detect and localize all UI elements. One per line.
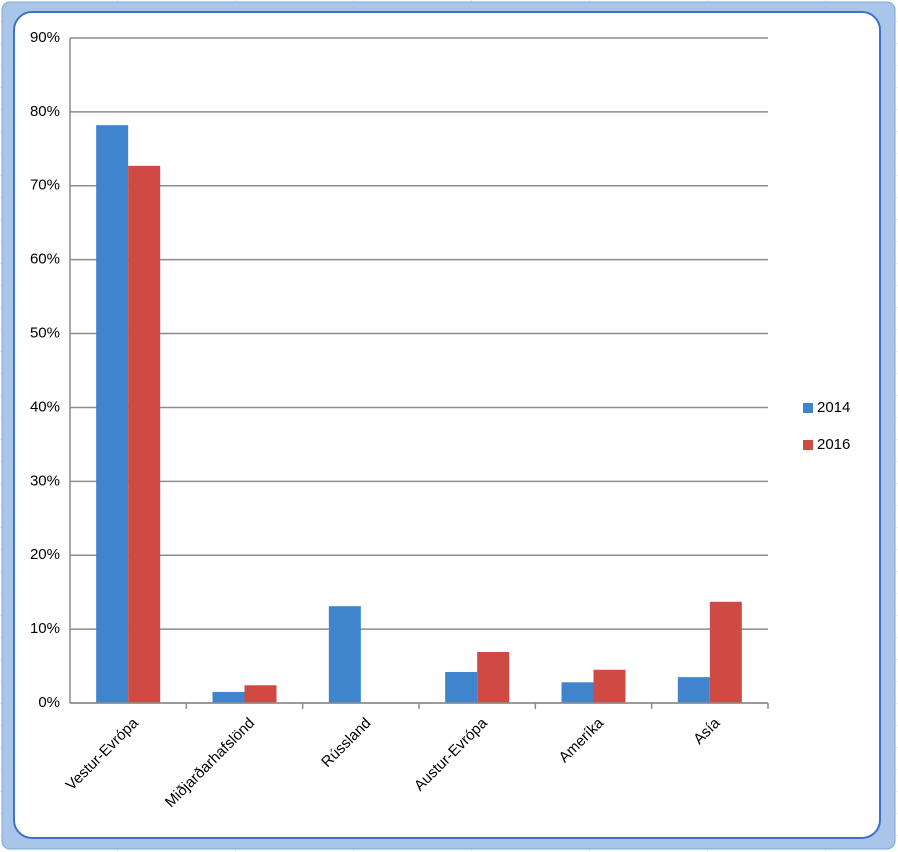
y-tick-label: 70%	[30, 177, 60, 194]
chart-area	[13, 11, 881, 839]
y-tick-label: 90%	[30, 29, 60, 46]
bar	[677, 677, 710, 703]
bar	[328, 606, 361, 703]
y-tick-label: 30%	[30, 472, 60, 489]
bar	[96, 125, 129, 703]
legend-label: 2016	[817, 436, 850, 453]
y-tick-label: 40%	[30, 398, 60, 415]
y-tick-label: 10%	[30, 620, 60, 637]
legend-label: 2014	[817, 399, 850, 416]
legend-swatch	[803, 403, 813, 413]
y-tick-label: 80%	[30, 103, 60, 120]
bar	[212, 691, 245, 703]
legend-swatch	[803, 440, 813, 450]
bar	[477, 652, 510, 703]
y-tick-label: 50%	[30, 325, 60, 342]
bar	[593, 669, 626, 703]
y-tick-label: 60%	[30, 251, 60, 268]
bar	[561, 682, 594, 703]
y-tick-label: 20%	[30, 546, 60, 563]
y-tick-label: 0%	[38, 694, 60, 711]
bar	[244, 685, 277, 703]
bar	[709, 601, 742, 703]
bar	[445, 671, 478, 703]
bar	[128, 165, 161, 704]
